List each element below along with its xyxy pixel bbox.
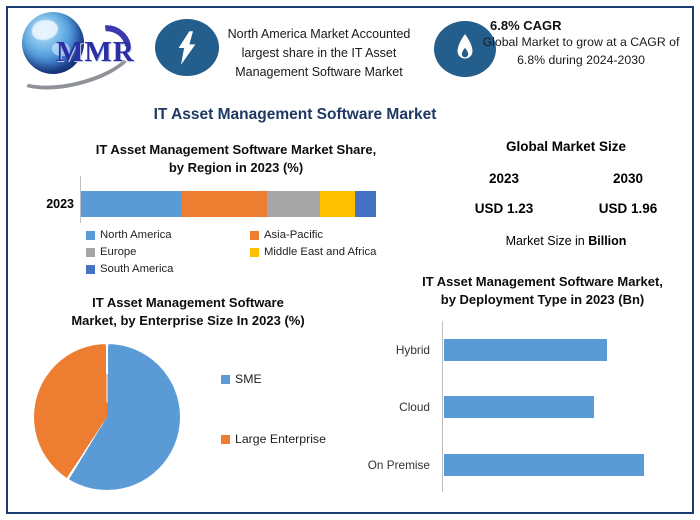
mmr-logo: MMR [0, 0, 150, 101]
flame-icon [434, 21, 496, 77]
cagr-block: 6.8% CAGR Global Market to grow at a CAG… [476, 18, 686, 70]
deployment-bar-hybrid [444, 339, 607, 361]
market-size-value-2023: USD 1.23 [474, 201, 534, 216]
legend-item-north-america: North America [86, 229, 226, 241]
market-size-year-2030: 2030 [612, 171, 644, 186]
deployment-label-on-premise: On Premise [367, 458, 430, 472]
region-segment-north-america [81, 191, 182, 217]
highlight-note: North America Market Accounted largest s… [227, 27, 411, 79]
legend-label: Europe [100, 246, 137, 258]
deployment-bar-cloud [444, 396, 594, 418]
logo-text: MMR [56, 36, 135, 68]
deployment-chart-title-line1: IT Asset Management Software Market, [422, 274, 663, 289]
deployment-chart-title-line2: by Deployment Type in 2023 (Bn) [440, 292, 645, 308]
pie-legend-label: Large Enterprise [235, 432, 326, 446]
market-size-block: Global Market Size 2023 2030 USD 1.23 US… [442, 139, 690, 248]
region-stacked-bar [81, 191, 376, 217]
enterprise-pie [34, 344, 180, 490]
legend-swatch-north-america [86, 230, 95, 240]
legend-label: North America [100, 229, 172, 241]
region-chart-title-line2: by Region in 2023 (%) [168, 160, 304, 176]
region-legend: North America Europe South America Asia-Pac… [86, 229, 420, 275]
page-title: IT Asset Management Software Market [153, 106, 437, 123]
cagr-heading: 6.8% CAGR [490, 18, 562, 33]
legend-swatch-south-america [86, 264, 95, 274]
pie-legend-label: SME [235, 372, 262, 386]
region-chart-title: IT Asset Management Software Market Shar… [56, 141, 416, 177]
legend-label: Asia-Pacific [264, 229, 324, 241]
market-size-year-2023: 2023 [488, 171, 520, 186]
market-size-title: Global Market Size [505, 139, 627, 154]
market-size-value-2030: USD 1.96 [598, 201, 658, 216]
region-chart-axis [80, 176, 81, 223]
enterprise-chart-title: IT Asset Management Software Market, by … [28, 294, 348, 330]
deployment-bar-on-premise [444, 454, 644, 476]
market-size-note-unit: Billion [588, 234, 627, 248]
region-segment-south-america [355, 191, 376, 217]
legend-item-south-america: South America [86, 263, 226, 275]
deployment-label-cloud: Cloud [399, 400, 430, 414]
globe-icon [22, 12, 84, 74]
enterprise-chart-title-line1: IT Asset Management Software [92, 295, 284, 310]
legend-item-europe: Europe [86, 246, 226, 258]
deployment-chart-axis [442, 321, 443, 492]
market-size-note-prefix: Market Size in [505, 234, 589, 248]
legend-label: South America [100, 263, 174, 275]
deployment-chart-title: IT Asset Management Software Market, by … [395, 273, 690, 309]
legend-swatch-asia-pacific [250, 230, 259, 240]
lightning-icon [155, 19, 219, 76]
legend-label: Middle East and Africa [264, 246, 377, 258]
pie-legend-item-sme: SME [221, 372, 326, 386]
legend-swatch-europe [86, 247, 95, 257]
region-axis-label: 2023 [46, 197, 74, 211]
legend-item-asia-pacific: Asia-Pacific [250, 229, 420, 241]
market-size-note: Market Size in Billion [442, 234, 690, 248]
pie-legend-item-large-enterprise: Large Enterprise [221, 432, 326, 446]
cagr-text: Global Market to grow at a CAGR of 6.8% … [482, 35, 680, 67]
legend-swatch-middle-east-and-africa [250, 247, 259, 257]
deployment-label-hybrid: Hybrid [395, 343, 430, 357]
region-segment-middle-east-and-africa [319, 191, 356, 217]
region-segment-asia-pacific [181, 191, 267, 217]
pie-legend-swatch-large-enterprise [221, 434, 230, 444]
region-segment-europe [266, 191, 320, 217]
enterprise-pie-legend: SME Large Enterprise [221, 372, 326, 446]
legend-item-middle-east-and-africa: Middle East and Africa [250, 246, 420, 258]
enterprise-chart-title-line2: Market, by Enterprise Size In 2023 (%) [71, 313, 305, 329]
pie-legend-swatch-sme [221, 374, 230, 384]
region-chart-title-line1: IT Asset Management Software Market Shar… [95, 142, 377, 157]
